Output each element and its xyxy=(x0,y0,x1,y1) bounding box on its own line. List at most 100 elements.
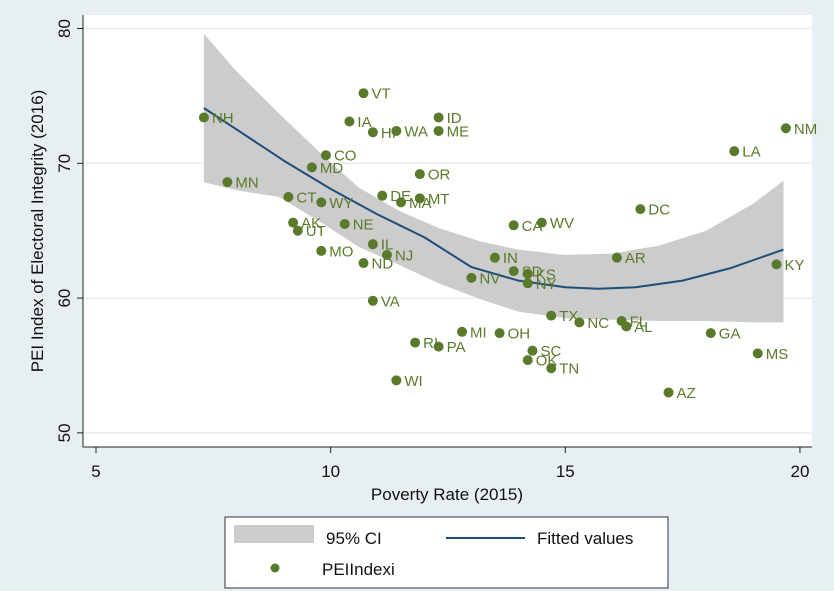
data-point xyxy=(508,220,519,231)
point-label: NC xyxy=(587,315,609,332)
data-point xyxy=(414,169,425,180)
x-tick-label: 10 xyxy=(321,462,340,481)
point-label: IA xyxy=(357,114,371,131)
point-label: DC xyxy=(648,202,670,219)
point-label: TN xyxy=(559,361,579,378)
point-va: VA xyxy=(367,293,400,310)
point-mn: MN xyxy=(222,175,259,192)
point-ms: MS xyxy=(752,346,789,363)
data-point xyxy=(433,341,444,352)
point-md: MD xyxy=(306,160,343,177)
point-label: MN xyxy=(235,175,258,192)
axis-ticks-layer: 50 60 70 80 5 10 15 20 xyxy=(55,19,809,481)
point-ut: UT xyxy=(292,223,326,240)
data-point xyxy=(198,112,209,123)
y-tick-label: 60 xyxy=(55,289,74,308)
data-point xyxy=(546,363,557,374)
point-in: IN xyxy=(489,250,518,267)
point-label: MO xyxy=(329,243,353,260)
data-point xyxy=(752,348,763,359)
point-label: ID xyxy=(447,110,462,127)
data-point xyxy=(391,375,402,386)
data-point xyxy=(344,116,355,127)
point-label: MS xyxy=(766,346,789,363)
point-ga: GA xyxy=(705,326,741,343)
point-az: AZ xyxy=(663,385,696,402)
legend-ci-swatch xyxy=(234,525,314,543)
point-label: NY xyxy=(536,276,557,293)
point-label: VT xyxy=(372,86,391,103)
data-point xyxy=(611,252,622,263)
point-id: ID xyxy=(433,110,462,127)
y-tick-label: 80 xyxy=(55,19,74,38)
y-tick-label: 50 xyxy=(55,423,74,442)
data-point xyxy=(358,88,369,99)
data-point xyxy=(283,192,294,202)
data-point xyxy=(316,197,327,208)
point-label: WA xyxy=(404,123,428,140)
point-label: LA xyxy=(742,144,760,161)
point-nh: NH xyxy=(198,110,234,127)
data-point xyxy=(522,268,533,279)
x-axis-title: Poverty Rate (2015) xyxy=(371,485,523,504)
point-wa: WA xyxy=(391,123,428,140)
point-nc: NC xyxy=(574,315,609,332)
x-tick-label: 15 xyxy=(556,462,575,481)
point-label: CO xyxy=(334,148,357,165)
data-point xyxy=(367,295,378,306)
confidence-band xyxy=(203,33,784,323)
point-label: AR xyxy=(625,250,646,267)
point-label: NJ xyxy=(395,247,413,264)
data-point xyxy=(621,321,632,332)
point-ky: KY xyxy=(771,257,805,274)
x-tick-label: 5 xyxy=(91,462,100,481)
y-axis-title: PEI Index of Electoral Integrity (2016) xyxy=(28,90,47,373)
x-tick-label: 20 xyxy=(790,462,809,481)
legend-point-label: PEIIndexi xyxy=(322,560,395,579)
data-point xyxy=(377,190,388,201)
data-point xyxy=(433,112,444,123)
point-tx: TX xyxy=(546,308,578,325)
point-label: ND xyxy=(372,256,394,273)
point-or: OR xyxy=(414,167,450,184)
point-dc: DC xyxy=(635,202,670,219)
data-point xyxy=(410,337,421,348)
point-label: AZ xyxy=(677,385,696,402)
point-label: OH xyxy=(508,326,531,343)
data-point xyxy=(367,239,378,250)
fitted-line-layer xyxy=(203,107,784,290)
point-ks: KS xyxy=(522,266,556,283)
point-ny: NY xyxy=(522,276,557,293)
data-point xyxy=(381,249,392,260)
legend-point-swatch xyxy=(270,563,280,573)
data-point xyxy=(358,258,369,269)
point-label: MI xyxy=(470,324,487,341)
point-label: AK xyxy=(301,215,321,232)
data-point xyxy=(288,217,299,228)
point-label: IL xyxy=(381,237,394,254)
data-point xyxy=(522,278,533,289)
data-point xyxy=(316,245,327,256)
point-tn: TN xyxy=(546,361,579,378)
point-label: VA xyxy=(381,293,400,310)
point-ak: AK xyxy=(288,215,321,232)
point-label: GA xyxy=(719,326,741,343)
point-label: IN xyxy=(503,250,518,267)
point-al: AL xyxy=(621,319,653,336)
data-point xyxy=(414,193,425,204)
point-nd: ND xyxy=(358,256,394,273)
point-la: LA xyxy=(729,144,761,161)
point-label: NE xyxy=(353,216,374,233)
fitted-line xyxy=(203,107,784,290)
data-point xyxy=(222,177,233,188)
data-point xyxy=(729,146,740,157)
data-point xyxy=(391,125,402,136)
point-mi: MI xyxy=(457,324,487,341)
data-point xyxy=(367,127,378,138)
point-label: WV xyxy=(550,215,574,232)
point-nm: NM xyxy=(780,121,817,138)
point-label: MD xyxy=(320,160,343,177)
data-point xyxy=(489,252,500,263)
